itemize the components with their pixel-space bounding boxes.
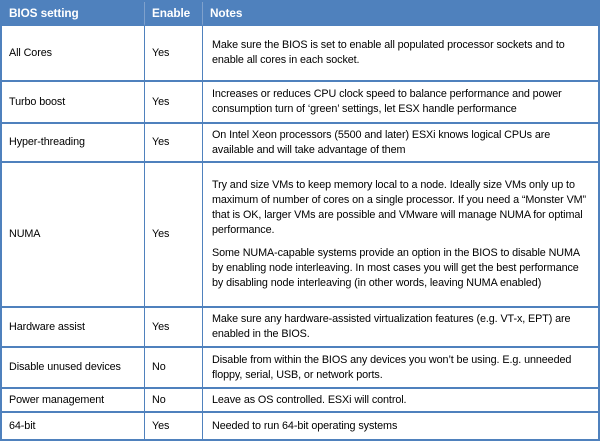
notes-paragraph: Increases or reduces CPU clock speed to … xyxy=(212,88,562,115)
cell-enable: Yes xyxy=(145,82,203,124)
cell-setting: 64-bit xyxy=(2,413,145,439)
cell-enable: No xyxy=(145,389,203,413)
cell-setting: Hardware assist xyxy=(2,308,145,348)
notes-paragraph: Disable from within the BIOS any devices… xyxy=(212,353,572,381)
cell-notes: Make sure any hardware-assisted virtuali… xyxy=(203,308,598,348)
cell-setting: Disable unused devices xyxy=(2,348,145,389)
cell-enable: Yes xyxy=(145,26,203,82)
notes-paragraph: Try and size VMs to keep memory local to… xyxy=(212,179,587,236)
notes-paragraph: Make sure any hardware-assisted virtuali… xyxy=(212,313,571,340)
cell-setting: Turbo boost xyxy=(2,82,145,124)
column-header-notes: Notes xyxy=(203,2,598,26)
cell-setting: Hyper-threading xyxy=(2,124,145,163)
column-header-bios-setting: BIOS setting xyxy=(2,2,145,26)
cell-setting: All Cores xyxy=(2,26,145,82)
notes-paragraph: Make sure the BIOS is set to enable all … xyxy=(212,39,565,66)
notes-paragraph: Needed to run 64-bit operating systems xyxy=(212,419,398,432)
cell-notes: Increases or reduces CPU clock speed to … xyxy=(203,82,598,124)
column-header-enable: Enable xyxy=(145,2,203,26)
cell-notes: Make sure the BIOS is set to enable all … xyxy=(203,26,598,82)
cell-notes: Disable from within the BIOS any devices… xyxy=(203,348,598,389)
cell-notes: Needed to run 64-bit operating systems xyxy=(203,413,598,439)
cell-setting: Power management xyxy=(2,389,145,413)
cell-notes: On Intel Xeon processors (5500 and later… xyxy=(203,124,598,163)
cell-enable: No xyxy=(145,348,203,389)
cell-enable: Yes xyxy=(145,413,203,439)
cell-notes: Try and size VMs to keep memory local to… xyxy=(203,163,598,308)
cell-enable: Yes xyxy=(145,163,203,308)
notes-paragraph: Leave as OS controlled. ESXi will contro… xyxy=(212,393,407,406)
cell-enable: Yes xyxy=(145,308,203,348)
notes-paragraph: On Intel Xeon processors (5500 and later… xyxy=(212,128,551,156)
cell-notes: Leave as OS controlled. ESXi will contro… xyxy=(203,389,598,413)
notes-paragraph: Some NUMA-capable systems provide an opt… xyxy=(212,247,580,289)
cell-enable: Yes xyxy=(145,124,203,163)
cell-setting: NUMA xyxy=(2,163,145,308)
